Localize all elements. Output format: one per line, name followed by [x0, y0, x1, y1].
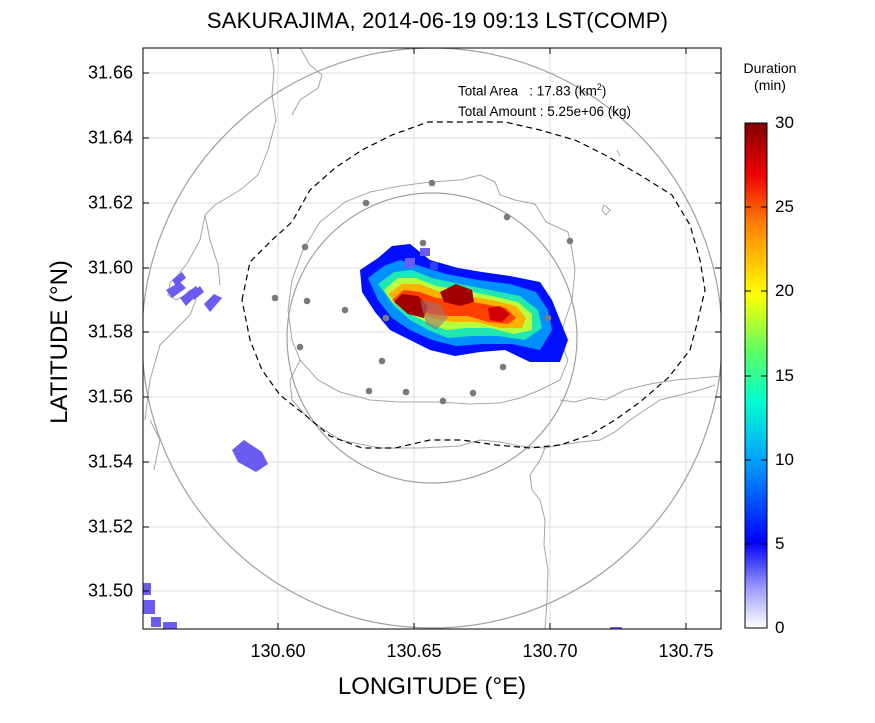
y-tick-label: 31.60	[87, 257, 133, 278]
y-tick-label: 31.64	[87, 127, 133, 148]
y-tick-label: 31.50	[87, 580, 133, 601]
colorbar-title-line2: (min)	[754, 77, 786, 93]
colorbar-tick-label: 20	[775, 281, 794, 300]
ashfall-deposit	[360, 244, 568, 362]
total-area-label: Total Area : 17.83 (km	[458, 83, 597, 99]
area-superscript: 2	[596, 82, 602, 92]
y-tick-label: 31.66	[87, 62, 133, 83]
y-tick-label: 31.62	[87, 192, 133, 213]
range-circle-inner	[286, 192, 578, 484]
colorbar-tick-label: 0	[775, 618, 785, 637]
colorbar-title: Duration (min)	[728, 60, 812, 94]
y-tick-label: 31.52	[87, 516, 133, 537]
y-axis-label: LATITUDE (°N)	[46, 260, 73, 424]
range-circle-outer	[143, 48, 721, 629]
y-tick-label: 31.56	[87, 386, 133, 407]
totals-annotation: Total Area : 17.83 (km2) Total Amount : …	[458, 77, 631, 122]
colorbar-title-line1: Duration	[743, 60, 797, 76]
plot-frame	[142, 47, 722, 630]
colorbar-tick-label: 15	[775, 366, 794, 385]
dashed-boundary	[241, 121, 706, 449]
colorbar-tick-label: 5	[775, 534, 785, 553]
colorbar-tick-label: 10	[775, 450, 794, 469]
x-tick-label: 130.65	[386, 641, 442, 661]
small-deposits	[143, 272, 622, 629]
station-points	[271, 179, 574, 405]
area-close: )	[601, 83, 607, 99]
x-tick-label: 130.60	[250, 641, 306, 661]
x-axis-label: LONGITUDE (°E)	[337, 673, 527, 700]
y-tick-label: 31.58	[87, 321, 133, 342]
map-title: SAKURAJIMA, 2014-06-19 09:13 LST(COMP)	[206, 8, 669, 33]
x-tick-label: 130.75	[658, 641, 714, 661]
coastline	[144, 48, 721, 629]
tick-marks	[143, 48, 721, 629]
colorbar-ticks	[745, 122, 767, 629]
x-tick-label: 130.70	[522, 641, 578, 661]
colorbar-tick-label: 30	[775, 113, 794, 132]
colorbar-tick-label: 25	[775, 197, 794, 216]
y-tick-label: 31.54	[87, 451, 133, 472]
total-amount-label: Total Amount : 5.25e+06 (kg)	[458, 103, 631, 119]
